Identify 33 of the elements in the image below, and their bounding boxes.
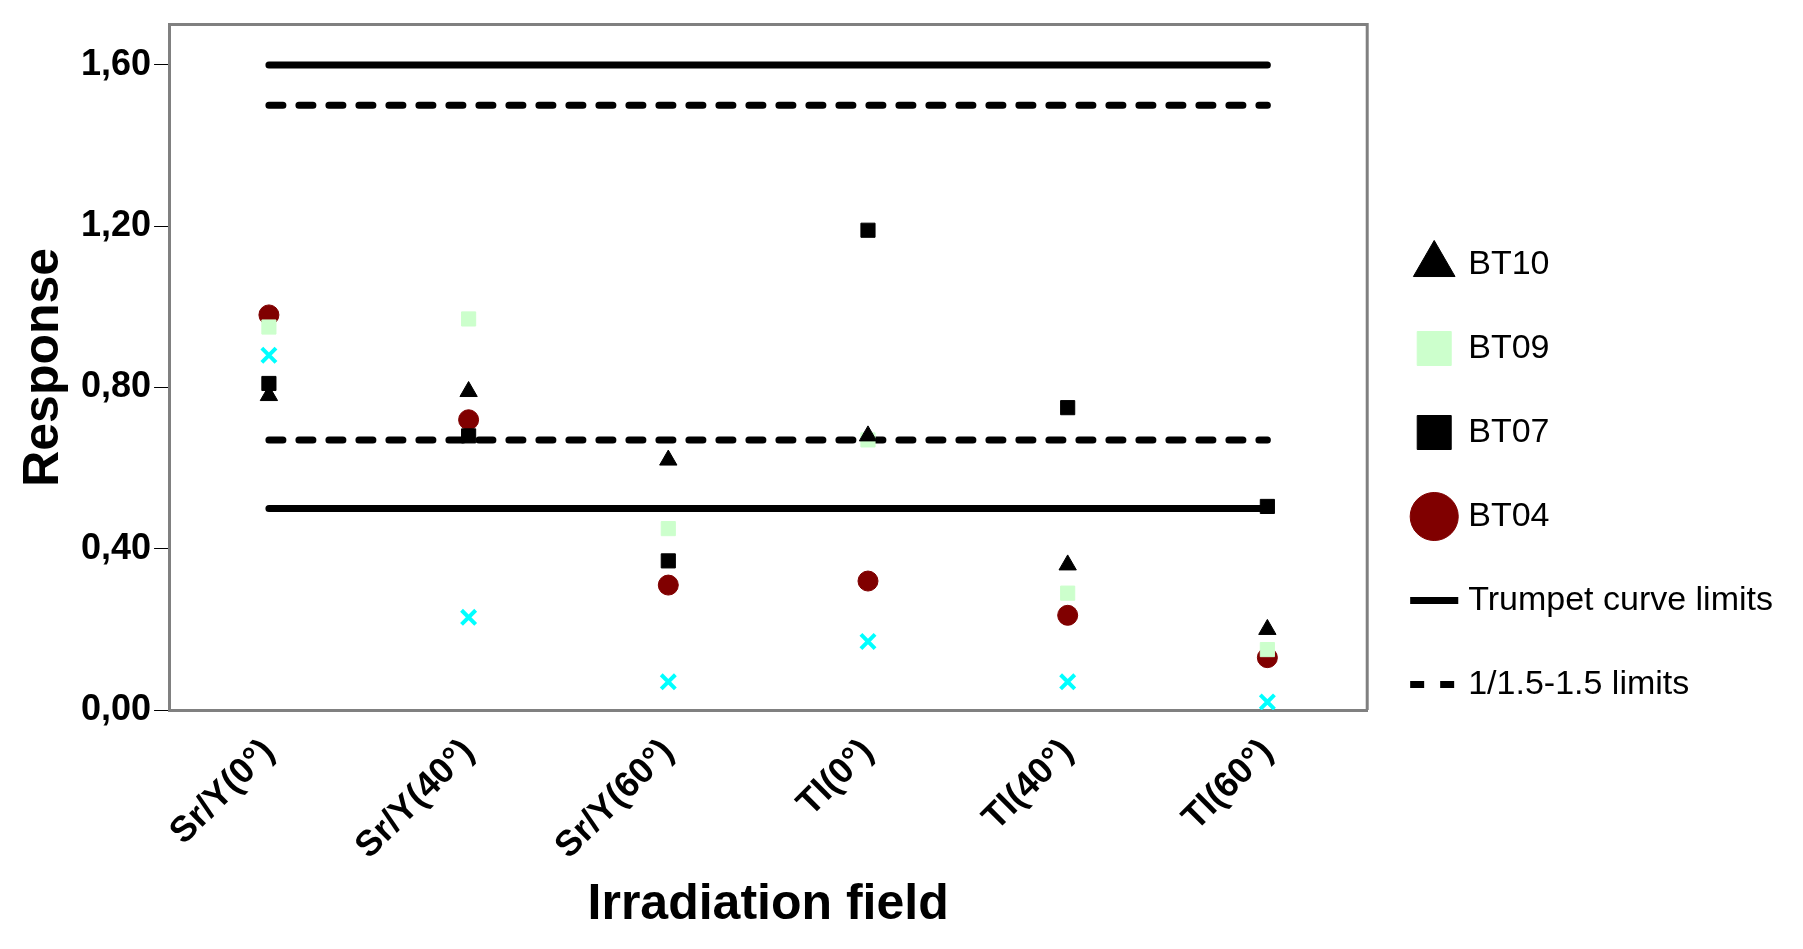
- x-axis-title: Irradiation field: [587, 873, 949, 930]
- point: [857, 570, 879, 592]
- legend-label: BT07: [1468, 410, 1550, 449]
- point: [1060, 585, 1076, 601]
- point: [1258, 692, 1277, 711]
- y-axis-title: Response: [12, 247, 69, 487]
- point: [660, 521, 676, 537]
- legend-label: Trumpet curve limits: [1468, 578, 1774, 617]
- legend-label: 1/1.5-1.5 limits: [1468, 662, 1690, 701]
- point: [1057, 604, 1079, 626]
- point: [459, 608, 478, 627]
- y-tick-label: 1,20: [80, 203, 152, 245]
- point: [858, 632, 878, 651]
- point: [660, 553, 676, 569]
- legend-label: BT10: [1468, 242, 1550, 281]
- point: [860, 222, 876, 238]
- point: [259, 346, 278, 365]
- y-tick-label: 0,40: [80, 525, 152, 567]
- point: [659, 672, 678, 691]
- y-tick-label: 0,80: [80, 364, 152, 406]
- point: [461, 428, 477, 444]
- point: [657, 574, 679, 596]
- legend-label: BT09: [1468, 326, 1550, 365]
- point: [1060, 400, 1076, 416]
- y-tick-label: 0,00: [80, 686, 152, 728]
- point: [1259, 642, 1275, 658]
- point: [461, 311, 477, 327]
- legend-label: BT04: [1468, 494, 1550, 533]
- point: [1259, 498, 1275, 515]
- point: [458, 409, 480, 431]
- point: [261, 319, 277, 335]
- point: [1058, 672, 1077, 691]
- y-tick-label: 1,60: [80, 41, 152, 83]
